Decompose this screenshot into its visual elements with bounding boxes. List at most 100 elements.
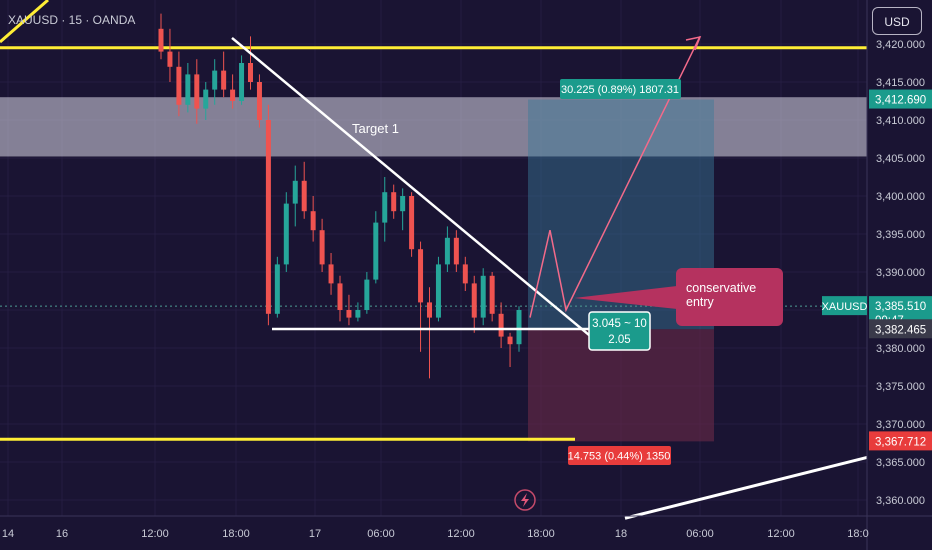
x-tick-label: 18 xyxy=(615,528,627,540)
x-tick-label: 17 xyxy=(309,528,321,540)
candle-body xyxy=(212,70,218,90)
stop-price-tag xyxy=(869,431,932,451)
y-tick-label: 3,370.000 xyxy=(876,419,925,431)
candle-body xyxy=(221,70,227,90)
candle-body xyxy=(203,89,209,109)
x-tick-label: 12:00 xyxy=(447,528,475,540)
candle-body xyxy=(427,302,432,318)
loss-label: 14.753 (0.44%) 1350 xyxy=(568,451,671,463)
candle-body xyxy=(462,264,468,284)
candle-body xyxy=(346,310,352,318)
candle-body xyxy=(382,192,388,223)
candle-body xyxy=(498,313,504,337)
symbol-tag-text: XAUUSD xyxy=(822,301,868,313)
y-tick-label: 3,410.000 xyxy=(876,115,925,127)
candle-body xyxy=(507,336,513,345)
candle-body xyxy=(373,222,379,280)
y-tick-label: 3,380.000 xyxy=(876,343,925,355)
candle-body xyxy=(418,249,424,303)
y-tick-label: 3,405.000 xyxy=(876,153,925,165)
y-tick-label: 3,420.000 xyxy=(876,39,925,51)
candle-body xyxy=(480,275,486,318)
loss-label-box xyxy=(568,446,671,465)
symbol-title: XAUUSD · 15 · OANDA xyxy=(8,13,136,27)
candle-body xyxy=(310,211,316,231)
y-tick-label: 3,360.000 xyxy=(876,495,925,507)
x-tick-label: 12:00 xyxy=(141,528,169,540)
x-tick-label: 18:00 xyxy=(222,528,250,540)
rising-trendline xyxy=(624,455,868,520)
candle-body xyxy=(194,74,200,109)
callout-box xyxy=(676,268,783,326)
candle-body xyxy=(453,237,459,265)
candle-body xyxy=(355,310,361,318)
position-label-line1: 3.045 ~ 10 xyxy=(592,318,647,330)
candle-body xyxy=(435,264,441,318)
candle-body xyxy=(265,120,271,314)
candle-body xyxy=(292,180,298,204)
target-label: Target 1 xyxy=(352,121,399,136)
yellow-trendline xyxy=(0,0,49,44)
callout-text-line: entry xyxy=(686,295,715,309)
position-label-box xyxy=(588,311,651,351)
projection-path xyxy=(529,36,701,318)
y-tick-label: 3,390.000 xyxy=(876,267,925,279)
candle-body xyxy=(319,230,325,265)
y-tick-label: 3,400.000 xyxy=(876,191,925,203)
callout-pointer xyxy=(574,286,677,309)
lightning-glyph xyxy=(521,493,529,507)
trade-zones xyxy=(0,97,867,442)
descending-trendline xyxy=(231,36,591,337)
profit-label: 30.225 (0.89%) 1807.31 xyxy=(561,84,679,96)
callout-text-line: conservative xyxy=(686,281,756,295)
current-price-text: 3,385.510 xyxy=(875,301,926,313)
level-lines xyxy=(0,0,867,441)
candle-body xyxy=(283,203,289,265)
x-tick-label: 16 xyxy=(56,528,68,540)
projection-arrowhead xyxy=(685,35,702,51)
profit-label-box xyxy=(560,79,681,99)
candle-body xyxy=(256,82,262,120)
x-tick-label: 06:00 xyxy=(686,528,714,540)
entry-price-tag xyxy=(869,319,932,339)
candle-body xyxy=(230,89,236,101)
candle-body xyxy=(167,51,173,67)
x-tick-label: 14 xyxy=(2,528,14,540)
symbol-tag xyxy=(822,296,867,316)
candle-body xyxy=(337,283,343,310)
candle-body xyxy=(489,275,495,314)
x-tick-label: 18:0 xyxy=(847,528,868,540)
entry-price-text: 3,382.465 xyxy=(875,324,926,336)
price-tags: 3,412.6903,385.51000:47XAUUSD3,382.4653,… xyxy=(822,89,932,451)
candle-body xyxy=(364,279,370,310)
candle-body xyxy=(176,66,182,105)
x-tick-label: 12:00 xyxy=(767,528,795,540)
candle-body xyxy=(409,196,415,250)
candle-body xyxy=(471,283,477,318)
lightning-icon xyxy=(514,489,536,511)
candle-body xyxy=(274,264,280,314)
candle-body xyxy=(239,63,245,101)
target-zone xyxy=(0,97,867,157)
position-label-line2: 2.05 xyxy=(608,334,630,346)
candle-body xyxy=(248,63,253,82)
currency-button[interactable]: USD xyxy=(872,7,922,35)
candle-body xyxy=(516,310,522,345)
candle-body xyxy=(301,180,307,212)
candle-body xyxy=(185,74,191,105)
x-tick-label: 06:00 xyxy=(367,528,395,540)
candle-body xyxy=(400,196,406,212)
y-tick-label: 3,415.000 xyxy=(876,77,925,89)
y-tick-label: 3,375.000 xyxy=(876,381,925,393)
target-price-text: 3,412.690 xyxy=(875,95,926,107)
candle-body xyxy=(444,237,450,265)
y-tick-label: 3,365.000 xyxy=(876,457,925,469)
y-tick-label: 3,395.000 xyxy=(876,229,925,241)
candle-body xyxy=(391,192,397,212)
target-price-tag xyxy=(869,89,932,109)
stop-price-text: 3,367.712 xyxy=(875,436,926,448)
candle-body xyxy=(158,28,164,52)
candlestick-series xyxy=(158,13,522,379)
